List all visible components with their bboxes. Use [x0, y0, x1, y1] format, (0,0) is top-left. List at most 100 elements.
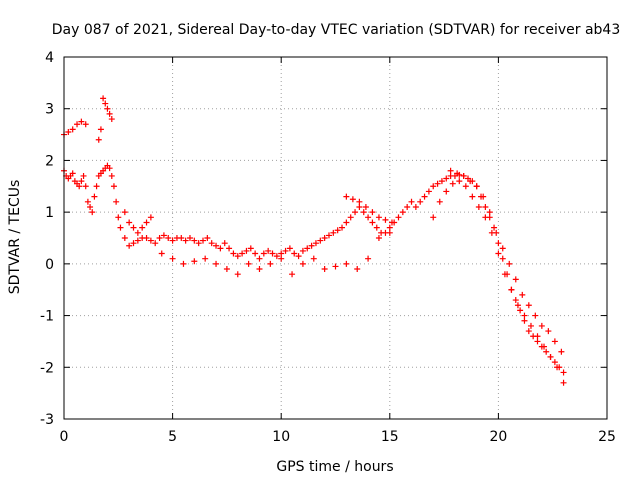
data-point — [508, 286, 515, 293]
data-point — [356, 198, 363, 205]
data-point — [543, 348, 550, 355]
data-point — [475, 203, 482, 210]
data-point — [347, 214, 354, 221]
data-point — [265, 247, 272, 254]
data-point — [434, 180, 441, 187]
y-tick-label: 4 — [45, 50, 54, 66]
data-point — [178, 235, 185, 241]
data-point — [521, 312, 528, 319]
data-point — [84, 198, 91, 205]
data-point — [491, 224, 498, 231]
data-point — [312, 240, 319, 247]
data-point — [299, 247, 306, 254]
data-point — [191, 258, 198, 265]
data-point — [349, 196, 356, 203]
y-axis: -3 -2 -1 0 1 2 3 4 — [40, 50, 607, 428]
data-point — [495, 250, 502, 257]
data-point — [69, 170, 76, 177]
data-point — [404, 203, 411, 210]
data-point — [365, 214, 372, 221]
data-point — [191, 237, 198, 244]
data-point — [493, 229, 500, 236]
data-point — [310, 255, 317, 262]
data-point — [156, 235, 163, 241]
data-point — [126, 242, 133, 249]
data-point — [121, 235, 128, 241]
data-point — [362, 203, 369, 210]
data-point — [69, 126, 76, 133]
data-point — [65, 128, 72, 135]
data-point — [143, 219, 150, 226]
x-tick-label: 5 — [168, 429, 177, 445]
data-point — [438, 178, 445, 185]
data-point — [180, 260, 187, 267]
grid — [64, 57, 607, 419]
data-point — [204, 235, 211, 241]
data-point — [295, 253, 302, 260]
data-point — [102, 100, 109, 107]
data-point — [134, 229, 141, 236]
data-point — [356, 203, 363, 210]
data-point — [519, 291, 526, 298]
data-point — [78, 118, 85, 125]
data-point — [332, 263, 339, 270]
data-point — [95, 136, 102, 143]
data-point — [195, 240, 202, 247]
data-point — [538, 322, 545, 329]
data-point — [499, 255, 506, 262]
data-point — [108, 172, 115, 179]
data-point — [208, 240, 215, 247]
data-point — [256, 255, 263, 262]
data-point — [547, 353, 554, 360]
data-point — [213, 260, 220, 267]
data-point — [106, 110, 113, 117]
data-point — [480, 193, 487, 200]
data-point — [200, 237, 207, 244]
data-point — [89, 209, 96, 216]
data-point — [106, 165, 113, 172]
data-point — [443, 175, 450, 182]
data-points — [61, 95, 567, 386]
x-axis-label: GPS time / hours — [276, 459, 393, 475]
data-point — [525, 302, 532, 309]
chart-title: Day 087 of 2021, Sidereal Day-to-day VTE… — [52, 22, 621, 38]
data-point — [76, 183, 83, 190]
data-point — [495, 240, 502, 247]
data-point — [169, 255, 176, 262]
y-tick-label: -3 — [40, 412, 54, 428]
data-point — [352, 209, 359, 216]
data-point — [499, 245, 506, 252]
data-point — [221, 240, 228, 247]
data-point — [256, 266, 263, 273]
data-point — [91, 193, 98, 200]
data-point — [532, 312, 539, 319]
data-point — [373, 224, 380, 231]
data-point — [160, 232, 167, 239]
data-point — [560, 369, 567, 376]
data-point — [386, 229, 393, 236]
data-point — [169, 237, 176, 244]
data-point — [74, 121, 81, 128]
data-point — [343, 260, 350, 267]
data-point — [213, 242, 220, 249]
data-point — [278, 250, 285, 257]
data-point — [527, 322, 534, 329]
data-point — [245, 260, 252, 267]
data-point — [512, 297, 519, 304]
data-point — [512, 276, 519, 283]
data-point — [87, 203, 94, 210]
data-point — [514, 302, 521, 309]
data-point — [545, 328, 552, 335]
data-point — [269, 250, 276, 257]
data-point — [321, 235, 328, 241]
data-point — [291, 250, 298, 257]
data-point — [551, 338, 558, 345]
data-point — [260, 250, 267, 257]
data-point — [186, 235, 193, 241]
data-point — [343, 193, 350, 200]
data-point — [308, 242, 315, 249]
data-point — [152, 240, 159, 247]
y-tick-label: 0 — [45, 257, 54, 273]
data-point — [126, 219, 133, 226]
y-tick-label: -1 — [40, 309, 54, 325]
